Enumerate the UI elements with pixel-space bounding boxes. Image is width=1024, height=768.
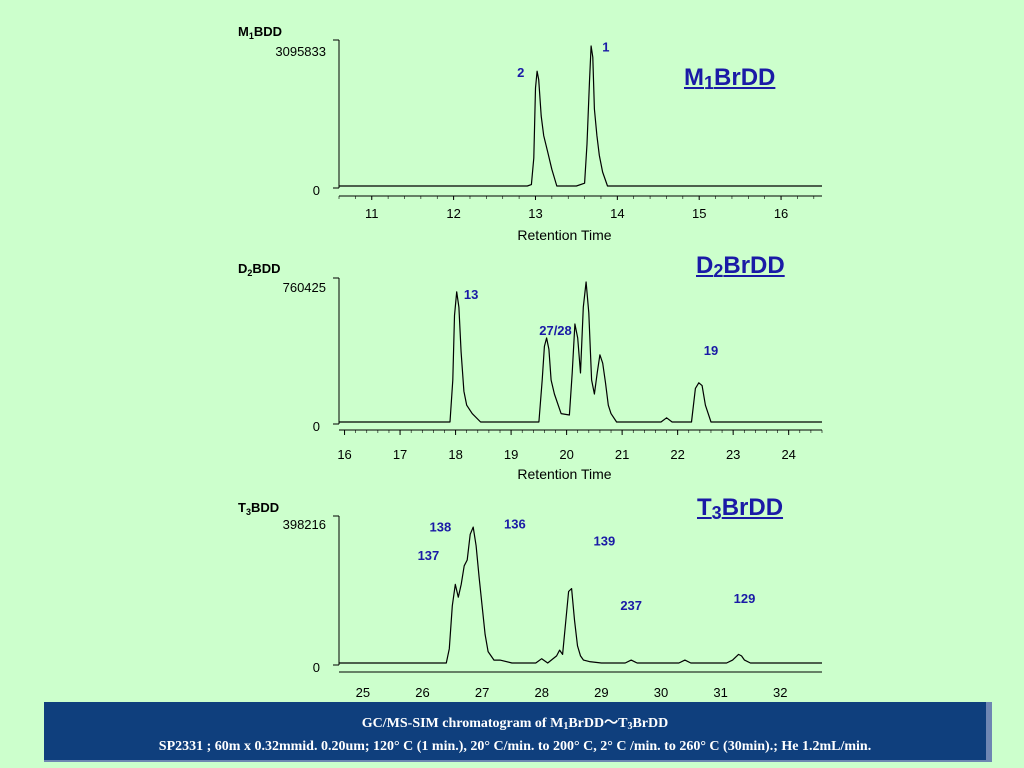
x-tick-label: 12 [446,206,460,221]
x-tick-label: 18 [448,447,462,462]
big-title-d2brdd: D2BrDD [696,252,785,281]
y-max-label: 3095833 [275,44,326,59]
x-tick-label: 26 [415,685,429,700]
caption-box: GC/MS-SIM chromatogram of M1BrDD～T3BrDD … [44,702,992,762]
x-tick-label: 20 [559,447,573,462]
peak-label: 138 [430,519,452,534]
peak-label: 139 [594,534,616,549]
x-tick-label: 24 [781,447,795,462]
caption-line-2: SP2331 ; 60m x 0.32mmid. 0.20um; 120° C … [158,739,872,754]
compound-label: T3BDD [238,500,279,517]
peak-label: 19 [704,343,718,358]
big-title-t3brdd: T3BrDD [697,494,784,523]
x-tick-label: 22 [670,447,684,462]
caption-line-1: GC/MS-SIM chromatogram of M1BrDD～T3BrDD [361,716,669,732]
compound-label: D2BDD [238,261,281,278]
y-max-label: 760425 [283,280,326,295]
peak-label: 237 [620,598,642,613]
chromatogram-trace-0 [339,45,822,187]
y-zero-label: 0 [313,419,320,434]
peak-label: 137 [418,548,440,563]
y-zero-label: 0 [313,183,320,198]
peak-label: 129 [734,591,756,606]
compound-label: M1BDD [238,24,282,41]
x-tick-label: 32 [773,685,787,700]
x-tick-label: 11 [365,206,379,221]
x-tick-label: 17 [393,447,407,462]
x-tick-label: 14 [610,206,624,221]
x-tick-label: 15 [692,206,706,221]
x-tick-label: 29 [594,685,608,700]
x-tick-label: 13 [528,206,542,221]
big-title-m1brdd: M1BrDD [684,64,776,93]
x-tick-label: 25 [356,685,370,700]
x-tick-label: 28 [535,685,549,700]
peak-label: 2 [517,65,524,80]
peak-label: 27/28 [539,323,572,338]
x-tick-label: 30 [654,685,668,700]
peak-label: 136 [504,517,526,532]
x-tick-label: 27 [475,685,489,700]
chromatogram-trace-1 [339,281,822,423]
y-max-label: 398216 [283,517,326,532]
y-zero-label: 0 [313,660,320,675]
peak-label: 13 [464,287,478,302]
x-tick-label: 21 [615,447,629,462]
peak-label: 1 [602,40,609,55]
chromatogram-trace-2 [339,526,822,664]
x-tick-label: 16 [337,447,351,462]
x-axis-title: Retention Time [517,466,611,482]
x-tick-label: 16 [774,206,788,221]
x-axis-title: Retention Time [517,227,611,243]
x-tick-label: 23 [726,447,740,462]
x-tick-label: 19 [504,447,518,462]
x-tick-label: 31 [713,685,727,700]
